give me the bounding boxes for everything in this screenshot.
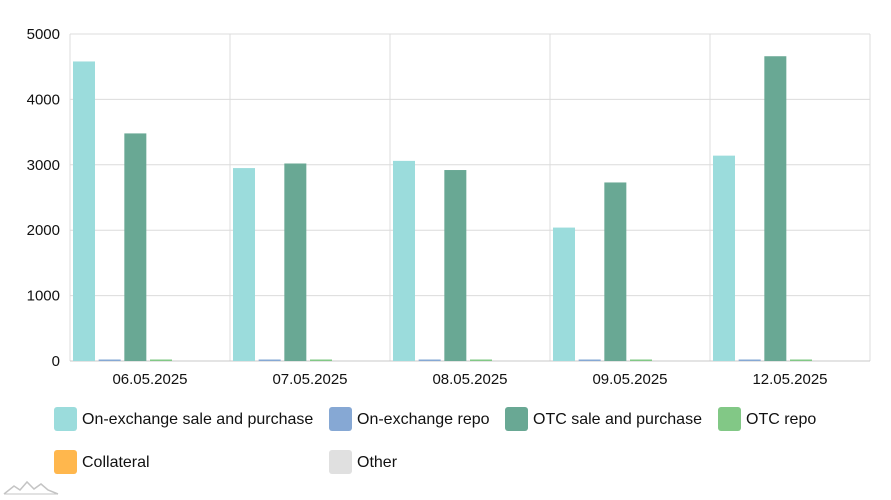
- bar[interactable]: [150, 359, 172, 362]
- legend-swatch[interactable]: [718, 407, 741, 431]
- bar[interactable]: [470, 359, 492, 362]
- bar[interactable]: [258, 359, 281, 362]
- bar[interactable]: [604, 182, 627, 361]
- x-tick-label: 06.05.2025: [112, 371, 187, 388]
- bar[interactable]: [418, 359, 441, 362]
- y-tick-label: 0: [52, 353, 60, 370]
- bar[interactable]: [630, 359, 652, 362]
- bar[interactable]: [284, 163, 307, 361]
- bar[interactable]: [444, 170, 467, 361]
- legend-label[interactable]: On-exchange sale and purchase: [82, 411, 313, 428]
- bar[interactable]: [553, 227, 575, 361]
- bar[interactable]: [310, 359, 332, 362]
- bar[interactable]: [233, 168, 255, 361]
- bar[interactable]: [98, 359, 121, 362]
- x-tick-label: 12.05.2025: [752, 371, 827, 388]
- legend-swatch[interactable]: [54, 407, 77, 431]
- bar[interactable]: [738, 359, 761, 362]
- y-tick-label: 5000: [27, 26, 60, 43]
- bar[interactable]: [393, 160, 415, 361]
- legend-label[interactable]: On-exchange repo: [357, 411, 490, 428]
- bar[interactable]: [764, 56, 787, 362]
- bar[interactable]: [790, 359, 812, 362]
- y-tick-label: 4000: [27, 91, 60, 108]
- bar[interactable]: [124, 133, 147, 361]
- y-tick-label: 2000: [27, 222, 60, 239]
- x-tick-label: 08.05.2025: [432, 371, 507, 388]
- x-tick-label: 07.05.2025: [272, 371, 347, 388]
- legend-label[interactable]: Other: [357, 454, 398, 471]
- legend[interactable]: On-exchange sale and purchase On-exchange…: [54, 407, 816, 474]
- bar[interactable]: [73, 61, 95, 362]
- bar[interactable]: [713, 155, 735, 361]
- watermark-logo-icon: [3, 480, 59, 495]
- legend-swatch[interactable]: [329, 407, 352, 431]
- bar[interactable]: [578, 359, 601, 362]
- legend-swatch[interactable]: [54, 450, 77, 474]
- y-axis-ticks: 0 1000 2000 3000 4000 5000: [27, 26, 60, 370]
- legend-swatch[interactable]: [505, 407, 528, 431]
- legend-label[interactable]: OTC repo: [746, 411, 816, 428]
- bars: [73, 56, 812, 362]
- legend-label[interactable]: OTC sale and purchase: [533, 411, 702, 428]
- legend-label[interactable]: Collateral: [82, 454, 150, 471]
- x-axis-ticks: 06.05.2025 07.05.2025 08.05.2025 09.05.2025…: [112, 371, 827, 388]
- y-tick-label: 3000: [27, 157, 60, 174]
- gridlines: [69, 33, 871, 362]
- y-tick-label: 1000: [27, 288, 60, 305]
- legend-swatch[interactable]: [329, 450, 352, 474]
- x-tick-label: 09.05.2025: [592, 371, 667, 388]
